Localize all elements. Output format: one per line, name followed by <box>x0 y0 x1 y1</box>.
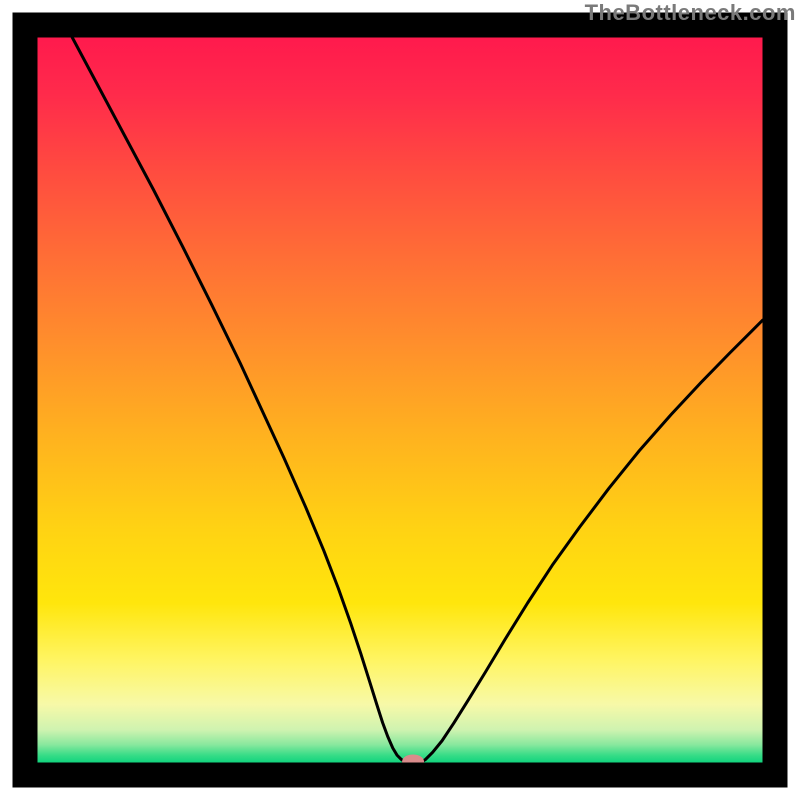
chart-stage: TheBottleneck.com <box>0 0 800 800</box>
gradient-background <box>38 38 763 763</box>
bottleneck-chart <box>0 0 800 800</box>
